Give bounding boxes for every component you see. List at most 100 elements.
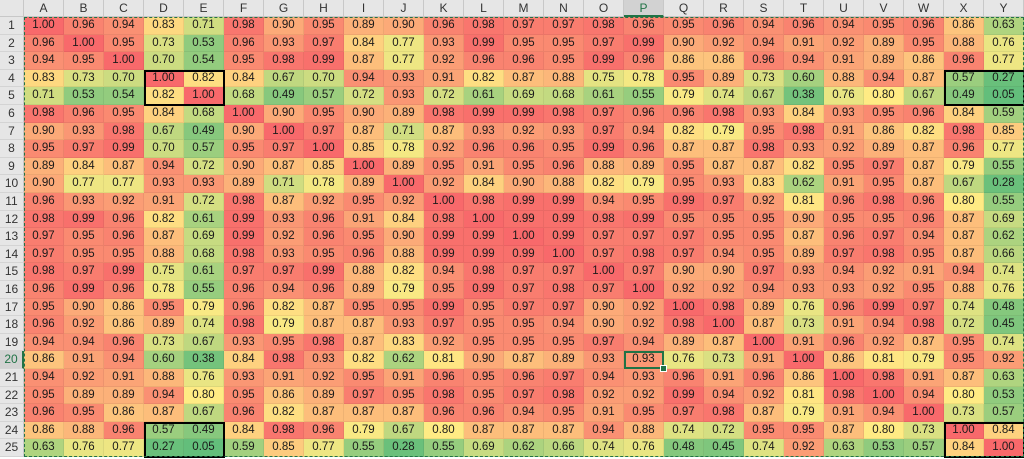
cell-d5[interactable]: 0.82 (144, 87, 184, 105)
cell-b19[interactable]: 0.94 (64, 333, 104, 352)
cell-w3[interactable]: 0.86 (904, 52, 944, 70)
cell-v3[interactable]: 0.89 (864, 52, 904, 70)
row-header-6[interactable]: 6 (0, 105, 24, 123)
cell-j21[interactable]: 0.91 (384, 369, 424, 387)
cell-u25[interactable]: 0.63 (824, 439, 864, 457)
cell-h8[interactable]: 1.00 (304, 140, 344, 158)
row-header-1[interactable]: 1 (0, 17, 24, 35)
cell-k21[interactable]: 0.96 (424, 369, 464, 387)
cell-d7[interactable]: 0.67 (144, 122, 184, 141)
cell-t6[interactable]: 0.84 (784, 105, 824, 123)
cell-w19[interactable]: 0.87 (904, 333, 944, 352)
cell-c7[interactable]: 0.98 (104, 122, 144, 141)
cell-b4[interactable]: 0.73 (64, 69, 104, 88)
cell-x6[interactable]: 0.84 (944, 105, 984, 123)
cell-u18[interactable]: 0.91 (824, 316, 864, 334)
cell-o24[interactable]: 0.94 (584, 421, 624, 440)
cell-b12[interactable]: 0.99 (64, 210, 104, 229)
cell-h11[interactable]: 0.92 (304, 193, 344, 211)
row-header-9[interactable]: 9 (0, 157, 24, 176)
cell-i11[interactable]: 0.95 (344, 193, 384, 211)
cell-v16[interactable]: 0.92 (864, 281, 904, 299)
cell-d14[interactable]: 0.88 (144, 245, 184, 264)
cell-c9[interactable]: 0.87 (104, 157, 144, 176)
cell-x12[interactable]: 0.87 (944, 210, 984, 229)
cell-p24[interactable]: 0.88 (624, 421, 664, 440)
cell-l18[interactable]: 0.95 (464, 316, 504, 334)
cell-x15[interactable]: 0.94 (944, 263, 984, 281)
cell-n23[interactable]: 0.95 (544, 404, 584, 422)
cell-e12[interactable]: 0.61 (184, 210, 224, 229)
cell-v14[interactable]: 0.98 (864, 245, 904, 264)
cell-x21[interactable]: 0.87 (944, 369, 984, 387)
cell-o7[interactable]: 0.97 (584, 122, 624, 141)
cell-t18[interactable]: 0.73 (784, 316, 824, 334)
cell-d2[interactable]: 0.73 (144, 34, 184, 53)
cell-c20[interactable]: 0.94 (104, 351, 144, 369)
cell-c8[interactable]: 0.99 (104, 140, 144, 158)
column-header-u[interactable]: U (824, 0, 864, 17)
cell-x7[interactable]: 0.98 (944, 122, 984, 141)
cell-o22[interactable]: 0.92 (584, 386, 624, 405)
cell-e8[interactable]: 0.57 (184, 140, 224, 158)
cell-b18[interactable]: 0.92 (64, 316, 104, 334)
cell-o20[interactable]: 0.93 (584, 351, 624, 369)
cell-r8[interactable]: 0.87 (704, 140, 744, 158)
cell-s23[interactable]: 0.87 (744, 404, 784, 422)
cell-v4[interactable]: 0.94 (864, 69, 904, 88)
cell-s21[interactable]: 0.96 (744, 369, 784, 387)
column-header-j[interactable]: J (384, 0, 424, 17)
cell-h9[interactable]: 0.85 (304, 157, 344, 176)
cell-p8[interactable]: 0.96 (624, 140, 664, 158)
cell-e13[interactable]: 0.69 (184, 228, 224, 246)
cell-y23[interactable]: 0.57 (984, 404, 1024, 422)
cell-f16[interactable]: 0.96 (224, 281, 264, 299)
cell-p18[interactable]: 0.92 (624, 316, 664, 334)
cell-e3[interactable]: 0.54 (184, 52, 224, 70)
cell-s13[interactable]: 0.95 (744, 228, 784, 246)
cell-r17[interactable]: 0.98 (704, 298, 744, 317)
cell-g14[interactable]: 0.93 (264, 245, 304, 264)
column-header-v[interactable]: V (864, 0, 904, 17)
cell-d25[interactable]: 0.27 (144, 439, 184, 457)
cell-v23[interactable]: 0.94 (864, 404, 904, 422)
cell-e2[interactable]: 0.53 (184, 34, 224, 53)
cell-w13[interactable]: 0.94 (904, 228, 944, 246)
row-header-5[interactable]: 5 (0, 87, 24, 105)
cell-d21[interactable]: 0.88 (144, 369, 184, 387)
cell-r25[interactable]: 0.45 (704, 439, 744, 457)
cell-f19[interactable]: 0.93 (224, 333, 264, 352)
cell-q14[interactable]: 0.97 (664, 245, 704, 264)
column-header-m[interactable]: M (504, 0, 544, 17)
cell-a21[interactable]: 0.94 (24, 369, 64, 387)
cell-l25[interactable]: 0.69 (464, 439, 504, 457)
cell-j13[interactable]: 0.90 (384, 228, 424, 246)
cell-y2[interactable]: 0.76 (984, 34, 1024, 53)
cell-g6[interactable]: 0.90 (264, 105, 304, 123)
cell-r7[interactable]: 0.79 (704, 122, 744, 141)
column-header-s[interactable]: S (744, 0, 784, 17)
cell-v5[interactable]: 0.80 (864, 87, 904, 105)
cell-i9[interactable]: 1.00 (344, 157, 384, 176)
cell-q1[interactable]: 0.95 (664, 17, 704, 35)
column-header-e[interactable]: E (184, 0, 224, 17)
cell-y17[interactable]: 0.48 (984, 298, 1024, 317)
cell-i19[interactable]: 0.87 (344, 333, 384, 352)
cell-h2[interactable]: 0.97 (304, 34, 344, 53)
cell-l8[interactable]: 0.96 (464, 140, 504, 158)
cell-q23[interactable]: 0.97 (664, 404, 704, 422)
cell-g20[interactable]: 0.98 (264, 351, 304, 369)
cell-l24[interactable]: 0.87 (464, 421, 504, 440)
cell-m2[interactable]: 0.95 (504, 34, 544, 53)
cell-r20[interactable]: 0.73 (704, 351, 744, 369)
cell-y20[interactable]: 0.92 (984, 351, 1024, 369)
cell-t15[interactable]: 0.93 (784, 263, 824, 281)
cell-c3[interactable]: 1.00 (104, 52, 144, 70)
cell-r15[interactable]: 0.90 (704, 263, 744, 281)
cell-o4[interactable]: 0.75 (584, 69, 624, 88)
cell-g17[interactable]: 0.82 (264, 298, 304, 317)
cell-q11[interactable]: 0.99 (664, 193, 704, 211)
cell-w25[interactable]: 0.57 (904, 439, 944, 457)
cell-i14[interactable]: 0.96 (344, 245, 384, 264)
row-header-24[interactable]: 24 (0, 421, 24, 440)
